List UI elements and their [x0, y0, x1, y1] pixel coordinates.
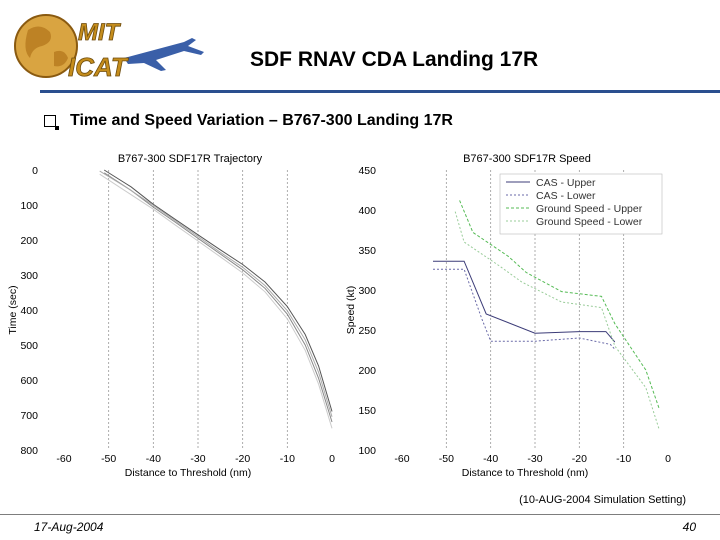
- legend-box: [499, 173, 663, 235]
- x-tick-label: -40: [146, 453, 161, 465]
- footer-date: 17-Aug-2004: [34, 520, 104, 534]
- y-tick-label: 0: [32, 165, 38, 177]
- y-tick-label: 200: [358, 365, 376, 377]
- series-line-2-1: [433, 260, 616, 343]
- legend-label: Ground Speed - Lower: [536, 216, 643, 228]
- checkbox-bullet-icon: [44, 115, 59, 130]
- x-tick-label: 0: [329, 453, 335, 465]
- y-tick-label: 150: [358, 405, 376, 417]
- legend-label: CAS - Lower: [536, 190, 596, 202]
- y-tick-label: 700: [20, 410, 38, 422]
- y-tick-label: 350: [358, 245, 376, 257]
- y-tick-label: 300: [20, 270, 38, 282]
- simulation-note: (10-AUG-2004 Simulation Setting): [519, 494, 686, 506]
- x-tick-label: -30: [190, 453, 205, 465]
- bullet-text: Time and Speed Variation – B767-300 Land…: [70, 112, 453, 129]
- page-number: 40: [682, 520, 696, 534]
- x-tick-label: -10: [280, 453, 295, 465]
- logo-text-bottom: ICAT: [68, 52, 129, 82]
- y-tick-label: 800: [20, 445, 38, 457]
- charts-area: B767-300 SDF17R Trajectory -60 -50 -40 -30 -2…: [7, 153, 671, 479]
- x-tick-label: -20: [572, 453, 587, 465]
- series-line-1-4: [99, 173, 333, 429]
- x-tick-label: -40: [483, 453, 498, 465]
- airplane-icon: [124, 38, 204, 71]
- series-line-2-4: [454, 211, 660, 430]
- y-tick-label: 600: [20, 375, 38, 387]
- series-line-1-3: [99, 170, 333, 417]
- series-line-2-2: [433, 268, 616, 350]
- chart-title: B767-300 SDF17R Trajectory: [118, 153, 263, 165]
- slide-title: SDF RNAV CDA Landing 17R: [250, 48, 539, 71]
- y-tick-label: 250: [358, 325, 376, 337]
- series-line-1-1: [103, 169, 333, 412]
- x-tick-label: -50: [101, 453, 116, 465]
- x-tick-label: -20: [235, 453, 250, 465]
- x-tick-label: 0: [665, 453, 671, 465]
- y-tick-label: 500: [20, 340, 38, 352]
- x-tick-label: -30: [527, 453, 542, 465]
- y-axis-label: Speed (kt): [345, 286, 357, 334]
- x-tick-label: -10: [616, 453, 631, 465]
- y-axis-label: Time (sec): [7, 285, 19, 334]
- footer-divider: [0, 514, 720, 515]
- mit-icat-logo: MIT ICAT: [14, 14, 204, 82]
- y-tick-label: 400: [20, 305, 38, 317]
- legend-label: CAS - Upper: [536, 177, 596, 189]
- y-tick-label: 400: [358, 205, 376, 217]
- y-tick-label: 100: [358, 445, 376, 457]
- y-tick-label: 200: [20, 235, 38, 247]
- x-tick-label: -60: [56, 453, 71, 465]
- y-tick-label: 300: [358, 285, 376, 297]
- series-line-2-3: [459, 200, 660, 409]
- y-tick-label: 100: [20, 200, 38, 212]
- x-axis-label: Distance to Threshold (nm): [125, 467, 251, 479]
- chart-title: B767-300 SDF17R Speed: [463, 153, 591, 165]
- legend-label: Ground Speed - Upper: [536, 203, 643, 215]
- bullet-point: Time and Speed Variation – B767-300 Land…: [44, 112, 453, 130]
- y-tick-label: 450: [358, 165, 376, 177]
- x-tick-label: -60: [394, 453, 409, 465]
- x-tick-label: -50: [439, 453, 454, 465]
- title-divider: [40, 90, 720, 93]
- logo-text-top: MIT: [78, 19, 122, 46]
- series-line-1-2: [103, 172, 333, 423]
- x-axis-label: Distance to Threshold (nm): [462, 467, 588, 479]
